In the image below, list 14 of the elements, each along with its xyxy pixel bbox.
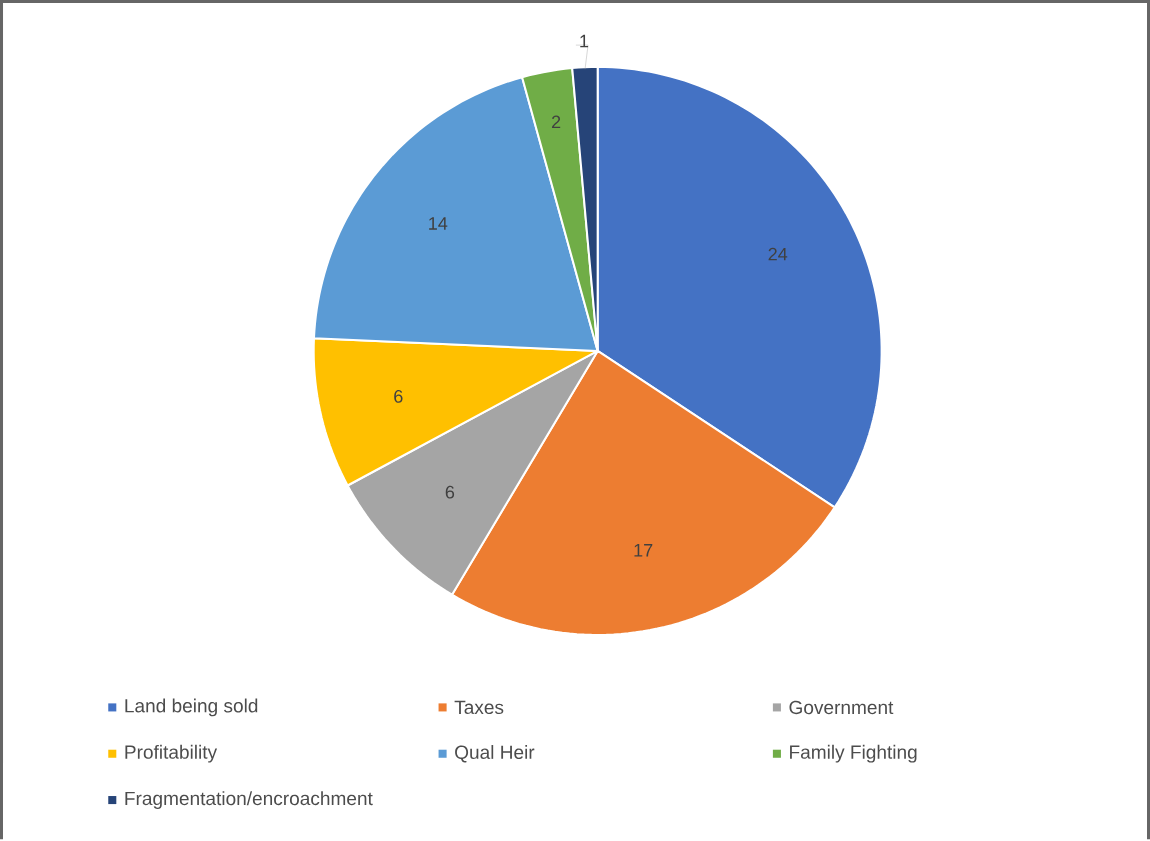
legend-label: Land being sold [125, 698, 258, 717]
data-label: 24 [768, 247, 788, 261]
data-label: 14 [429, 217, 448, 230]
legend-label: Family Fighting [790, 744, 917, 763]
data-label: 17 [634, 544, 653, 557]
legend-label: Fragmentation/encroachment [125, 791, 373, 810]
data-label: 2 [551, 115, 561, 129]
legend-label: Government [789, 700, 894, 715]
data-label: 1 [580, 34, 589, 48]
data-label: 6 [394, 390, 403, 403]
legend-label: Qual Heir [455, 745, 535, 763]
legend-label: Profitability [125, 744, 218, 763]
data-label: 6 [445, 485, 455, 499]
legend-label: Taxes [454, 700, 504, 715]
